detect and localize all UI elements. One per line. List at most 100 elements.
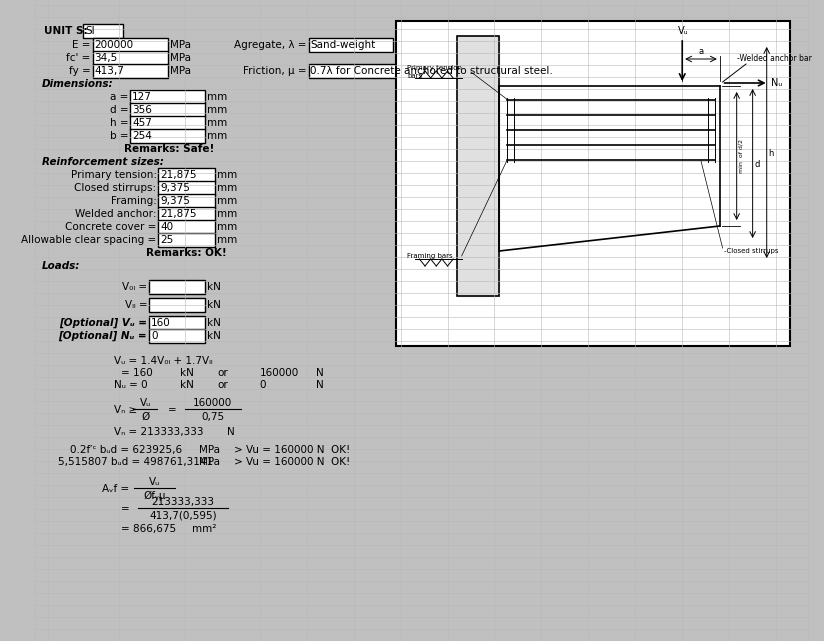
Text: 0.7λ for Concrete anchored to structural steel.: 0.7λ for Concrete anchored to structural…: [311, 66, 553, 76]
Bar: [396, 21, 790, 346]
Text: 0.2f′ᶜ bᵤd = 623925,6: 0.2f′ᶜ bᵤd = 623925,6: [70, 445, 182, 455]
Text: Aᵥf =: Aᵥf =: [102, 484, 129, 494]
Bar: [158, 168, 215, 182]
Text: fc' =: fc' =: [67, 53, 91, 63]
Text: h: h: [769, 149, 774, 158]
Text: N: N: [316, 368, 324, 378]
Text: kN: kN: [180, 380, 194, 390]
Text: N: N: [227, 427, 235, 437]
Text: mm: mm: [217, 222, 236, 232]
Text: kN: kN: [207, 282, 221, 292]
Text: 25: 25: [161, 235, 174, 245]
Text: 213333,333: 213333,333: [152, 497, 214, 507]
Bar: [457, 36, 499, 296]
Text: mm: mm: [207, 92, 227, 102]
Bar: [130, 129, 205, 143]
Text: -Welded anchor bar: -Welded anchor bar: [737, 53, 812, 63]
Text: a =: a =: [110, 92, 129, 102]
Text: 254: 254: [132, 131, 152, 141]
Bar: [130, 103, 205, 117]
Text: [Optional] Nᵤ =: [Optional] Nᵤ =: [59, 331, 147, 341]
Text: =: =: [121, 504, 129, 514]
Bar: [149, 329, 205, 343]
Text: Agregate, λ =: Agregate, λ =: [234, 40, 307, 50]
Text: 160000: 160000: [194, 398, 232, 408]
Text: MPa: MPa: [170, 40, 190, 50]
Text: mm: mm: [217, 209, 236, 219]
Text: 21,875: 21,875: [161, 170, 197, 180]
Text: Vᵤ: Vᵤ: [677, 26, 688, 36]
Text: Nᵤ: Nᵤ: [771, 78, 783, 88]
Text: Concrete cover =: Concrete cover =: [65, 222, 157, 232]
Text: Allowable clear spacing =: Allowable clear spacing =: [21, 235, 157, 245]
Text: Framing bars: Framing bars: [407, 253, 453, 259]
Text: mm: mm: [217, 235, 236, 245]
Text: Sand-weight: Sand-weight: [311, 40, 376, 50]
Text: Vₙ = 213333,333: Vₙ = 213333,333: [115, 427, 204, 437]
Bar: [309, 38, 393, 52]
Text: mm: mm: [217, 196, 236, 206]
Text: =: =: [168, 405, 176, 415]
Bar: [93, 64, 168, 78]
Text: Closed stirrups:: Closed stirrups:: [74, 183, 157, 193]
Text: 413,7(0,595): 413,7(0,595): [149, 511, 217, 521]
Text: Vₗₗ =: Vₗₗ =: [124, 300, 147, 310]
Text: mm: mm: [217, 183, 236, 193]
Text: > Vu = 160000 N  OK!: > Vu = 160000 N OK!: [233, 445, 349, 455]
Text: Remarks: OK!: Remarks: OK!: [146, 248, 227, 258]
Text: Ø: Ø: [141, 412, 149, 422]
Text: h =: h =: [110, 118, 129, 128]
Text: 0,75: 0,75: [201, 412, 224, 422]
Text: mm: mm: [207, 118, 227, 128]
Text: 457: 457: [132, 118, 152, 128]
Bar: [149, 316, 205, 330]
Text: 40: 40: [161, 222, 173, 232]
Bar: [158, 194, 215, 208]
Bar: [309, 64, 482, 78]
Text: 200000: 200000: [95, 40, 133, 50]
Text: MPa: MPa: [199, 457, 220, 467]
Bar: [93, 51, 168, 65]
Text: = 160: = 160: [121, 368, 152, 378]
Text: Reinforcement sizes:: Reinforcement sizes:: [42, 157, 164, 167]
Bar: [130, 116, 205, 130]
Text: 34,5: 34,5: [95, 53, 118, 63]
Text: [Optional] Vᵤ =: [Optional] Vᵤ =: [59, 318, 147, 328]
Text: fy =: fy =: [69, 66, 91, 76]
Bar: [83, 24, 123, 38]
Text: kN: kN: [207, 318, 221, 328]
Text: N: N: [316, 380, 324, 390]
Text: mm: mm: [217, 170, 236, 180]
Text: 413,7: 413,7: [95, 66, 124, 76]
Text: Dimensions:: Dimensions:: [42, 79, 114, 89]
Text: or: or: [218, 368, 228, 378]
Text: 0: 0: [260, 380, 266, 390]
Text: MPa: MPa: [170, 53, 190, 63]
Text: MPa: MPa: [170, 66, 190, 76]
Text: Friction, μ =: Friction, μ =: [243, 66, 307, 76]
Text: Primary tension:: Primary tension:: [71, 170, 157, 180]
Text: kN: kN: [207, 331, 221, 341]
Bar: [158, 181, 215, 195]
Text: = 866,675: = 866,675: [121, 524, 176, 534]
Text: > Vu = 160000 N  OK!: > Vu = 160000 N OK!: [233, 457, 349, 467]
Text: a: a: [698, 47, 704, 56]
Text: 356: 356: [132, 105, 152, 115]
Text: Vᵤ: Vᵤ: [139, 398, 151, 408]
Text: 9,375: 9,375: [161, 196, 190, 206]
Text: mm: mm: [207, 105, 227, 115]
Text: 21,875: 21,875: [161, 209, 197, 219]
Text: MPa: MPa: [199, 445, 220, 455]
Text: UNIT S:: UNIT S:: [44, 26, 87, 36]
Text: bars: bars: [407, 73, 423, 79]
Text: Primary tension: Primary tension: [407, 65, 462, 71]
Text: 160: 160: [151, 318, 171, 328]
Text: Loads:: Loads:: [42, 261, 81, 271]
Text: or: or: [218, 380, 228, 390]
Text: -Closed stirrups: -Closed stirrups: [724, 248, 779, 254]
Bar: [158, 220, 215, 234]
Text: V₀ₗ =: V₀ₗ =: [122, 282, 147, 292]
Text: Vᵤ = 1.4V₀ₗ + 1.7Vₗₗ: Vᵤ = 1.4V₀ₗ + 1.7Vₗₗ: [115, 356, 213, 366]
Text: mm²: mm²: [192, 524, 217, 534]
Text: 127: 127: [132, 92, 152, 102]
